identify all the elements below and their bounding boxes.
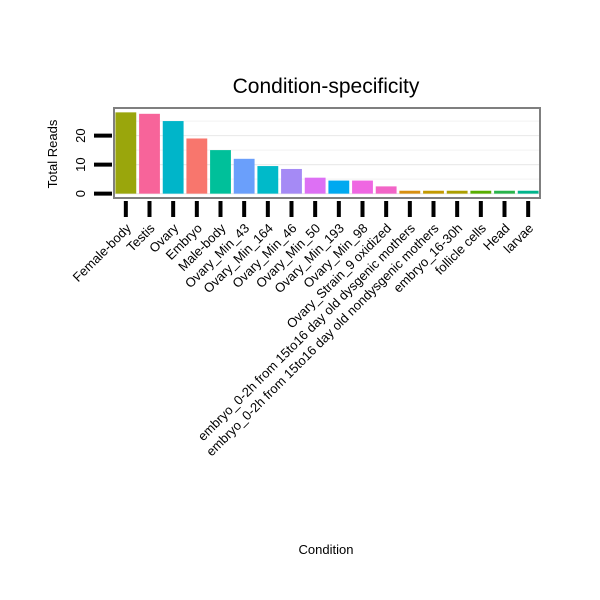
bar bbox=[257, 166, 279, 194]
bar bbox=[186, 138, 208, 194]
bar bbox=[399, 190, 421, 194]
y-tick-label: 0 bbox=[73, 190, 88, 197]
bar bbox=[304, 177, 326, 194]
x-tick-label: Female-body bbox=[70, 220, 135, 285]
bar bbox=[281, 168, 302, 194]
x-axis-label: Condition bbox=[299, 542, 354, 557]
bar bbox=[423, 190, 444, 194]
bar bbox=[139, 113, 160, 194]
bar bbox=[446, 190, 468, 194]
y-tick-label: 10 bbox=[73, 157, 88, 171]
bar bbox=[494, 190, 515, 194]
bar bbox=[162, 121, 184, 194]
bar bbox=[328, 180, 350, 194]
y-tick-label: 20 bbox=[73, 128, 88, 142]
bar bbox=[352, 180, 373, 194]
bar bbox=[517, 190, 539, 194]
plot-area: 01020Female-bodyTestisOvaryEmbryoMale-bo… bbox=[70, 107, 541, 459]
bar bbox=[375, 186, 397, 194]
bar bbox=[115, 112, 137, 194]
panel-border bbox=[113, 107, 541, 199]
bar bbox=[233, 158, 255, 194]
bar bbox=[210, 150, 231, 194]
chart-title: Condition-specificity bbox=[233, 75, 420, 98]
bar bbox=[470, 190, 492, 194]
y-axis-label: Total Reads bbox=[45, 119, 60, 188]
